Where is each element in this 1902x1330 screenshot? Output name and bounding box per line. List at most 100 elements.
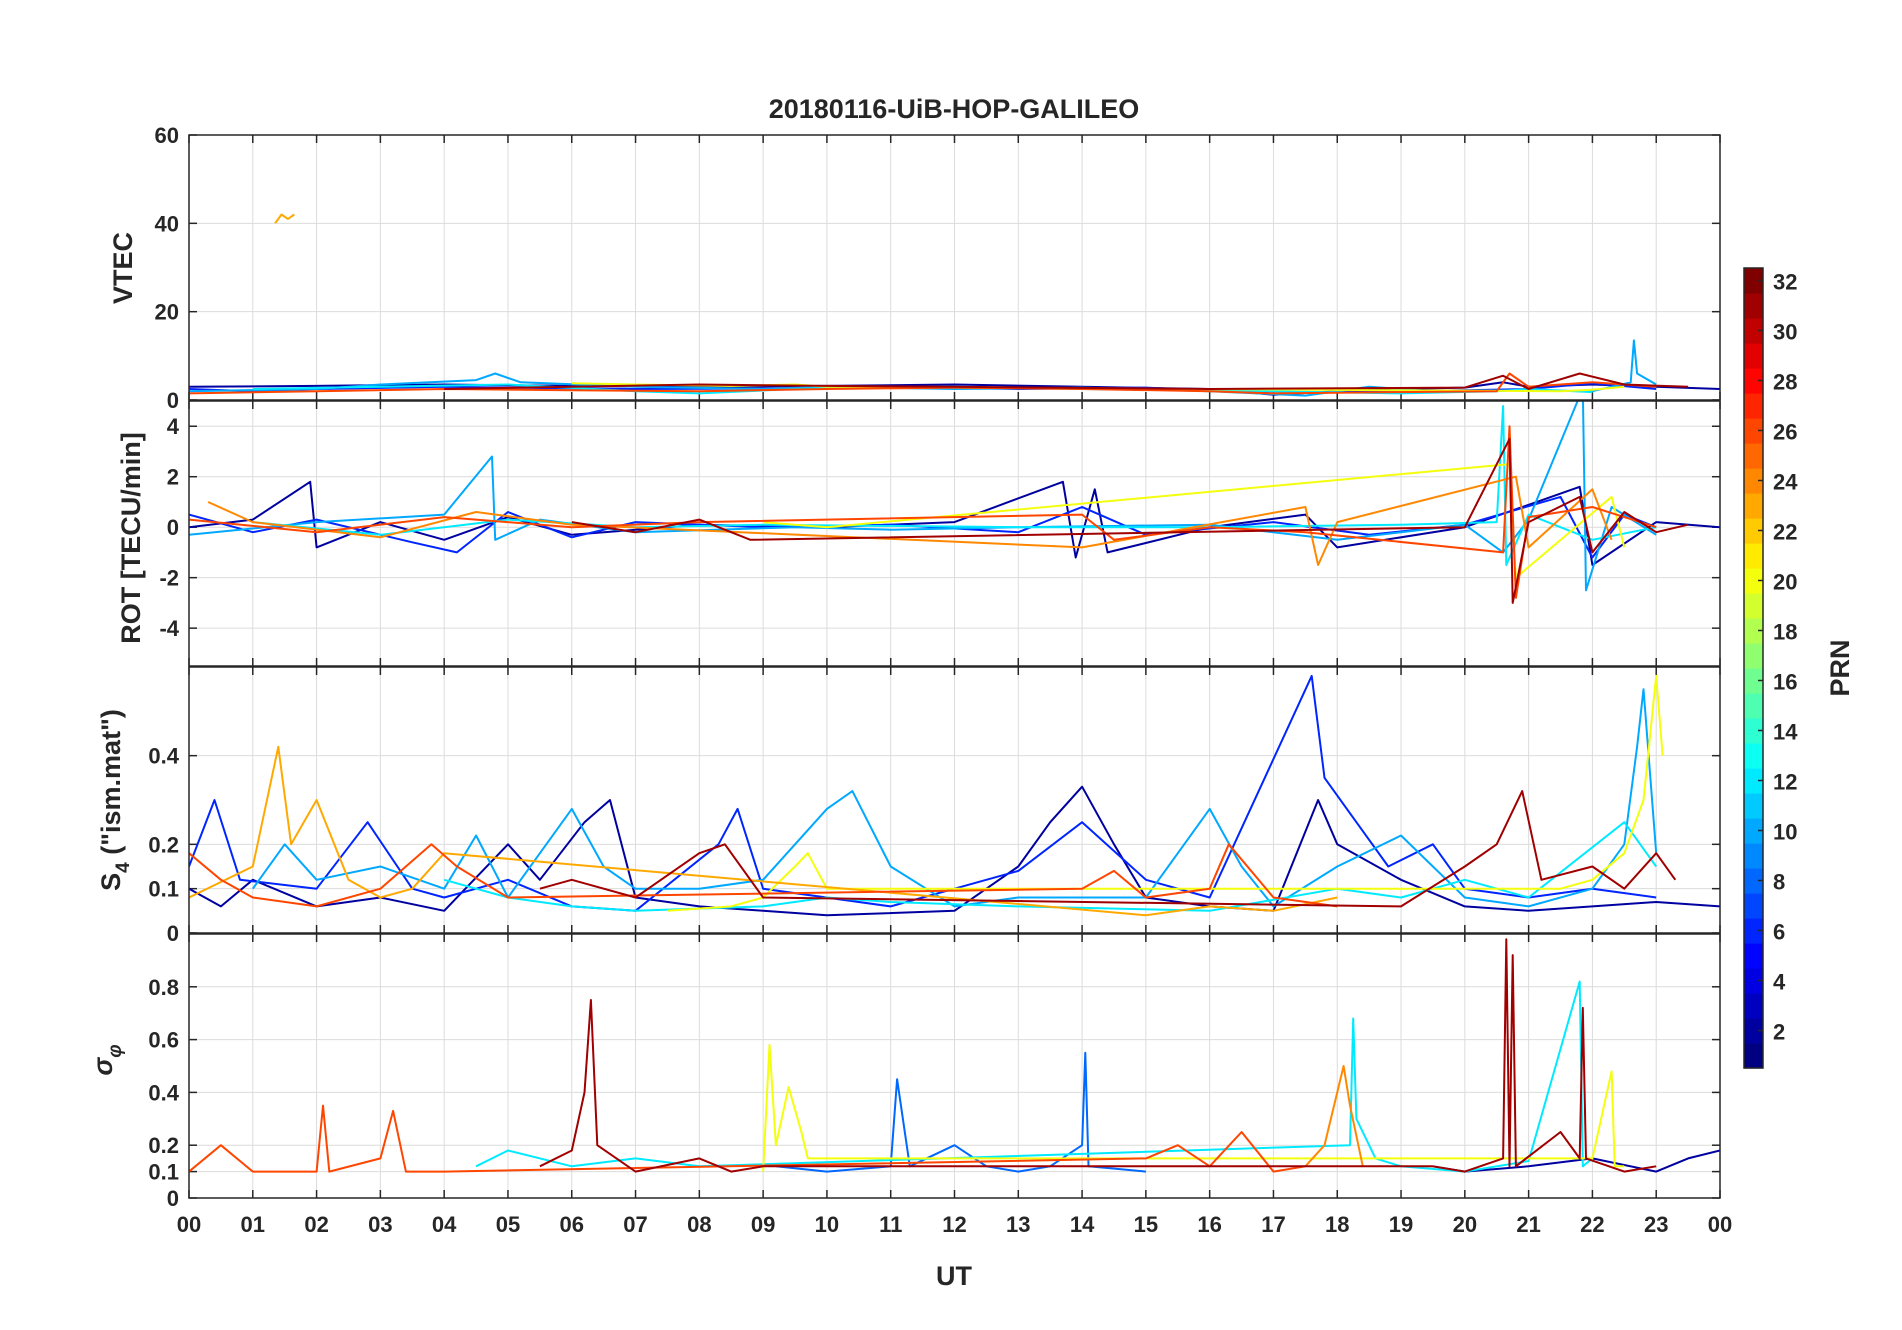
x-tick-label: 01 [241, 1212, 265, 1237]
colorbar-swatch [1744, 643, 1763, 669]
x-tick-label: 22 [1580, 1212, 1604, 1237]
x-tick-label: 23 [1644, 1212, 1668, 1237]
x-tick-label: 04 [432, 1212, 457, 1237]
x-tick-label: 06 [560, 1212, 584, 1237]
colorbar-tick-label: 2 [1773, 1020, 1785, 1045]
colorbar-tick-label: 22 [1773, 520, 1797, 545]
colorbar-tick-label: 20 [1773, 570, 1797, 595]
x-tick-label: 02 [304, 1212, 328, 1237]
series-prn-20 [762, 1043, 1625, 1172]
y-tick-label: 0.4 [148, 744, 179, 769]
series-prn-20 [667, 674, 1664, 912]
ylabel-sigma-sub: φ [105, 1044, 126, 1057]
traces [189, 401, 1720, 604]
colorbar-swatch [1744, 593, 1763, 619]
series-prn-23 [189, 745, 1338, 917]
y-tick-label: 0.1 [148, 877, 179, 902]
colorbar-swatch [1744, 518, 1763, 544]
x-tick-label: 07 [623, 1212, 647, 1237]
x-tick-label: 00 [1708, 1212, 1732, 1237]
colorbar-tick-label: 26 [1773, 420, 1797, 445]
series-prn-12 [443, 821, 1658, 912]
series-prn-10 [189, 401, 1657, 592]
series-prn-31 [539, 790, 1677, 908]
y-tick-label: 60 [155, 123, 179, 148]
colorbar-tick-label: 6 [1773, 920, 1785, 945]
colorbar-swatch [1744, 443, 1763, 469]
y-tick-label: 0.4 [148, 1080, 179, 1105]
ylabel-s4-sub: 4 [113, 862, 134, 873]
axes-frame [188, 134, 1721, 401]
x-tick-label: 05 [496, 1212, 520, 1237]
x-tick-label: 18 [1325, 1212, 1349, 1237]
colorbar-frame [1743, 267, 1764, 1069]
y-tick-label: 0.1 [148, 1160, 179, 1185]
y-tick-label: 2 [167, 465, 179, 490]
series-prn-12 [475, 980, 1594, 1173]
x-tick-label: 08 [687, 1212, 711, 1237]
colorbar-swatch [1744, 268, 1763, 294]
colorbar-swatch [1744, 993, 1763, 1019]
colorbar-tick-label: 4 [1773, 970, 1786, 995]
x-tick-label: 21 [1516, 1212, 1540, 1237]
y-tick-label: -2 [159, 566, 179, 591]
x-axis: 00 01 02 03 04 05 06 07 08 09 10 11 12 13 14 15 16 17 18 19… [177, 1212, 1732, 1237]
y-tick-label: 0 [167, 921, 179, 946]
colorbar-tick-label: 10 [1773, 820, 1797, 845]
x-tick-label: 10 [815, 1212, 839, 1237]
axes-frame [188, 666, 1721, 934]
colorbar-swatch [1744, 818, 1763, 844]
colorbar-tick-label: 12 [1773, 770, 1797, 795]
axes-frame [188, 933, 1721, 1199]
ylabel-s4-main: S [96, 873, 126, 891]
series-prn-31 [539, 938, 1657, 1173]
y-tick-label: 0.2 [148, 832, 179, 857]
chart-title: 20180116-UiB-HOP-GALILEO [769, 94, 1140, 124]
panel-s4: 0 0.1 0.2 0.4 [148, 666, 1721, 946]
series-prn-24 [207, 475, 1613, 566]
series-prn-6 [189, 674, 1657, 912]
x-tick-label: 14 [1070, 1212, 1095, 1237]
colorbar-swatch [1744, 1018, 1763, 1044]
colorbar-swatch [1744, 918, 1763, 944]
series-prn-26 [189, 425, 1657, 599]
colorbar-tick-label: 30 [1773, 320, 1797, 345]
colorbar-swatch [1744, 618, 1763, 644]
series-prn-26 [189, 843, 1338, 908]
colorbar-tick-label: 14 [1773, 720, 1798, 745]
ylabel-vtec: VTEC [108, 232, 138, 304]
colorbar-swatch [1744, 1043, 1763, 1069]
colorbar-swatch [1744, 493, 1763, 519]
y-tick-label: 0.8 [148, 975, 179, 1000]
x-tick-label: 20 [1453, 1212, 1477, 1237]
axes-frame [188, 400, 1721, 667]
colorbar-tick-label: 24 [1773, 470, 1798, 495]
y-tick-label: 0 [167, 388, 179, 413]
colorbar-swatch [1744, 743, 1763, 769]
panel-rot: -4 -2 0 2 4 [159, 400, 1721, 667]
series-prn-10 [251, 688, 1658, 908]
ylabel-s4-rest: ("ism.mat") [96, 709, 126, 862]
x-tick-label: 03 [368, 1212, 392, 1237]
y-tick-label: 0 [167, 1186, 179, 1211]
ylabel-sigma-main: σ [88, 1057, 118, 1076]
colorbar-swatch [1744, 693, 1763, 719]
panel-vtec: 0 20 40 60 [155, 123, 1721, 413]
colorbar-swatch [1744, 368, 1763, 394]
colorbar-swatch [1744, 718, 1763, 744]
ylabel-s4: S4 ("ism.mat") [96, 709, 134, 891]
colorbar-swatch [1744, 468, 1763, 494]
colorbar-tick-label: 16 [1773, 670, 1797, 695]
colorbar-swatch [1744, 768, 1763, 794]
y-tick-label: 20 [155, 300, 179, 325]
traces [189, 213, 1720, 397]
colorbar-swatch [1744, 843, 1763, 869]
series-prn-31 [571, 437, 1689, 604]
y-tick-label: 0 [167, 515, 179, 540]
ylabel-sigma-phi: σφ [88, 1044, 126, 1075]
colorbar-swatch [1744, 393, 1763, 419]
colorbar-swatch [1744, 793, 1763, 819]
y-tick-label: 4 [167, 414, 180, 439]
